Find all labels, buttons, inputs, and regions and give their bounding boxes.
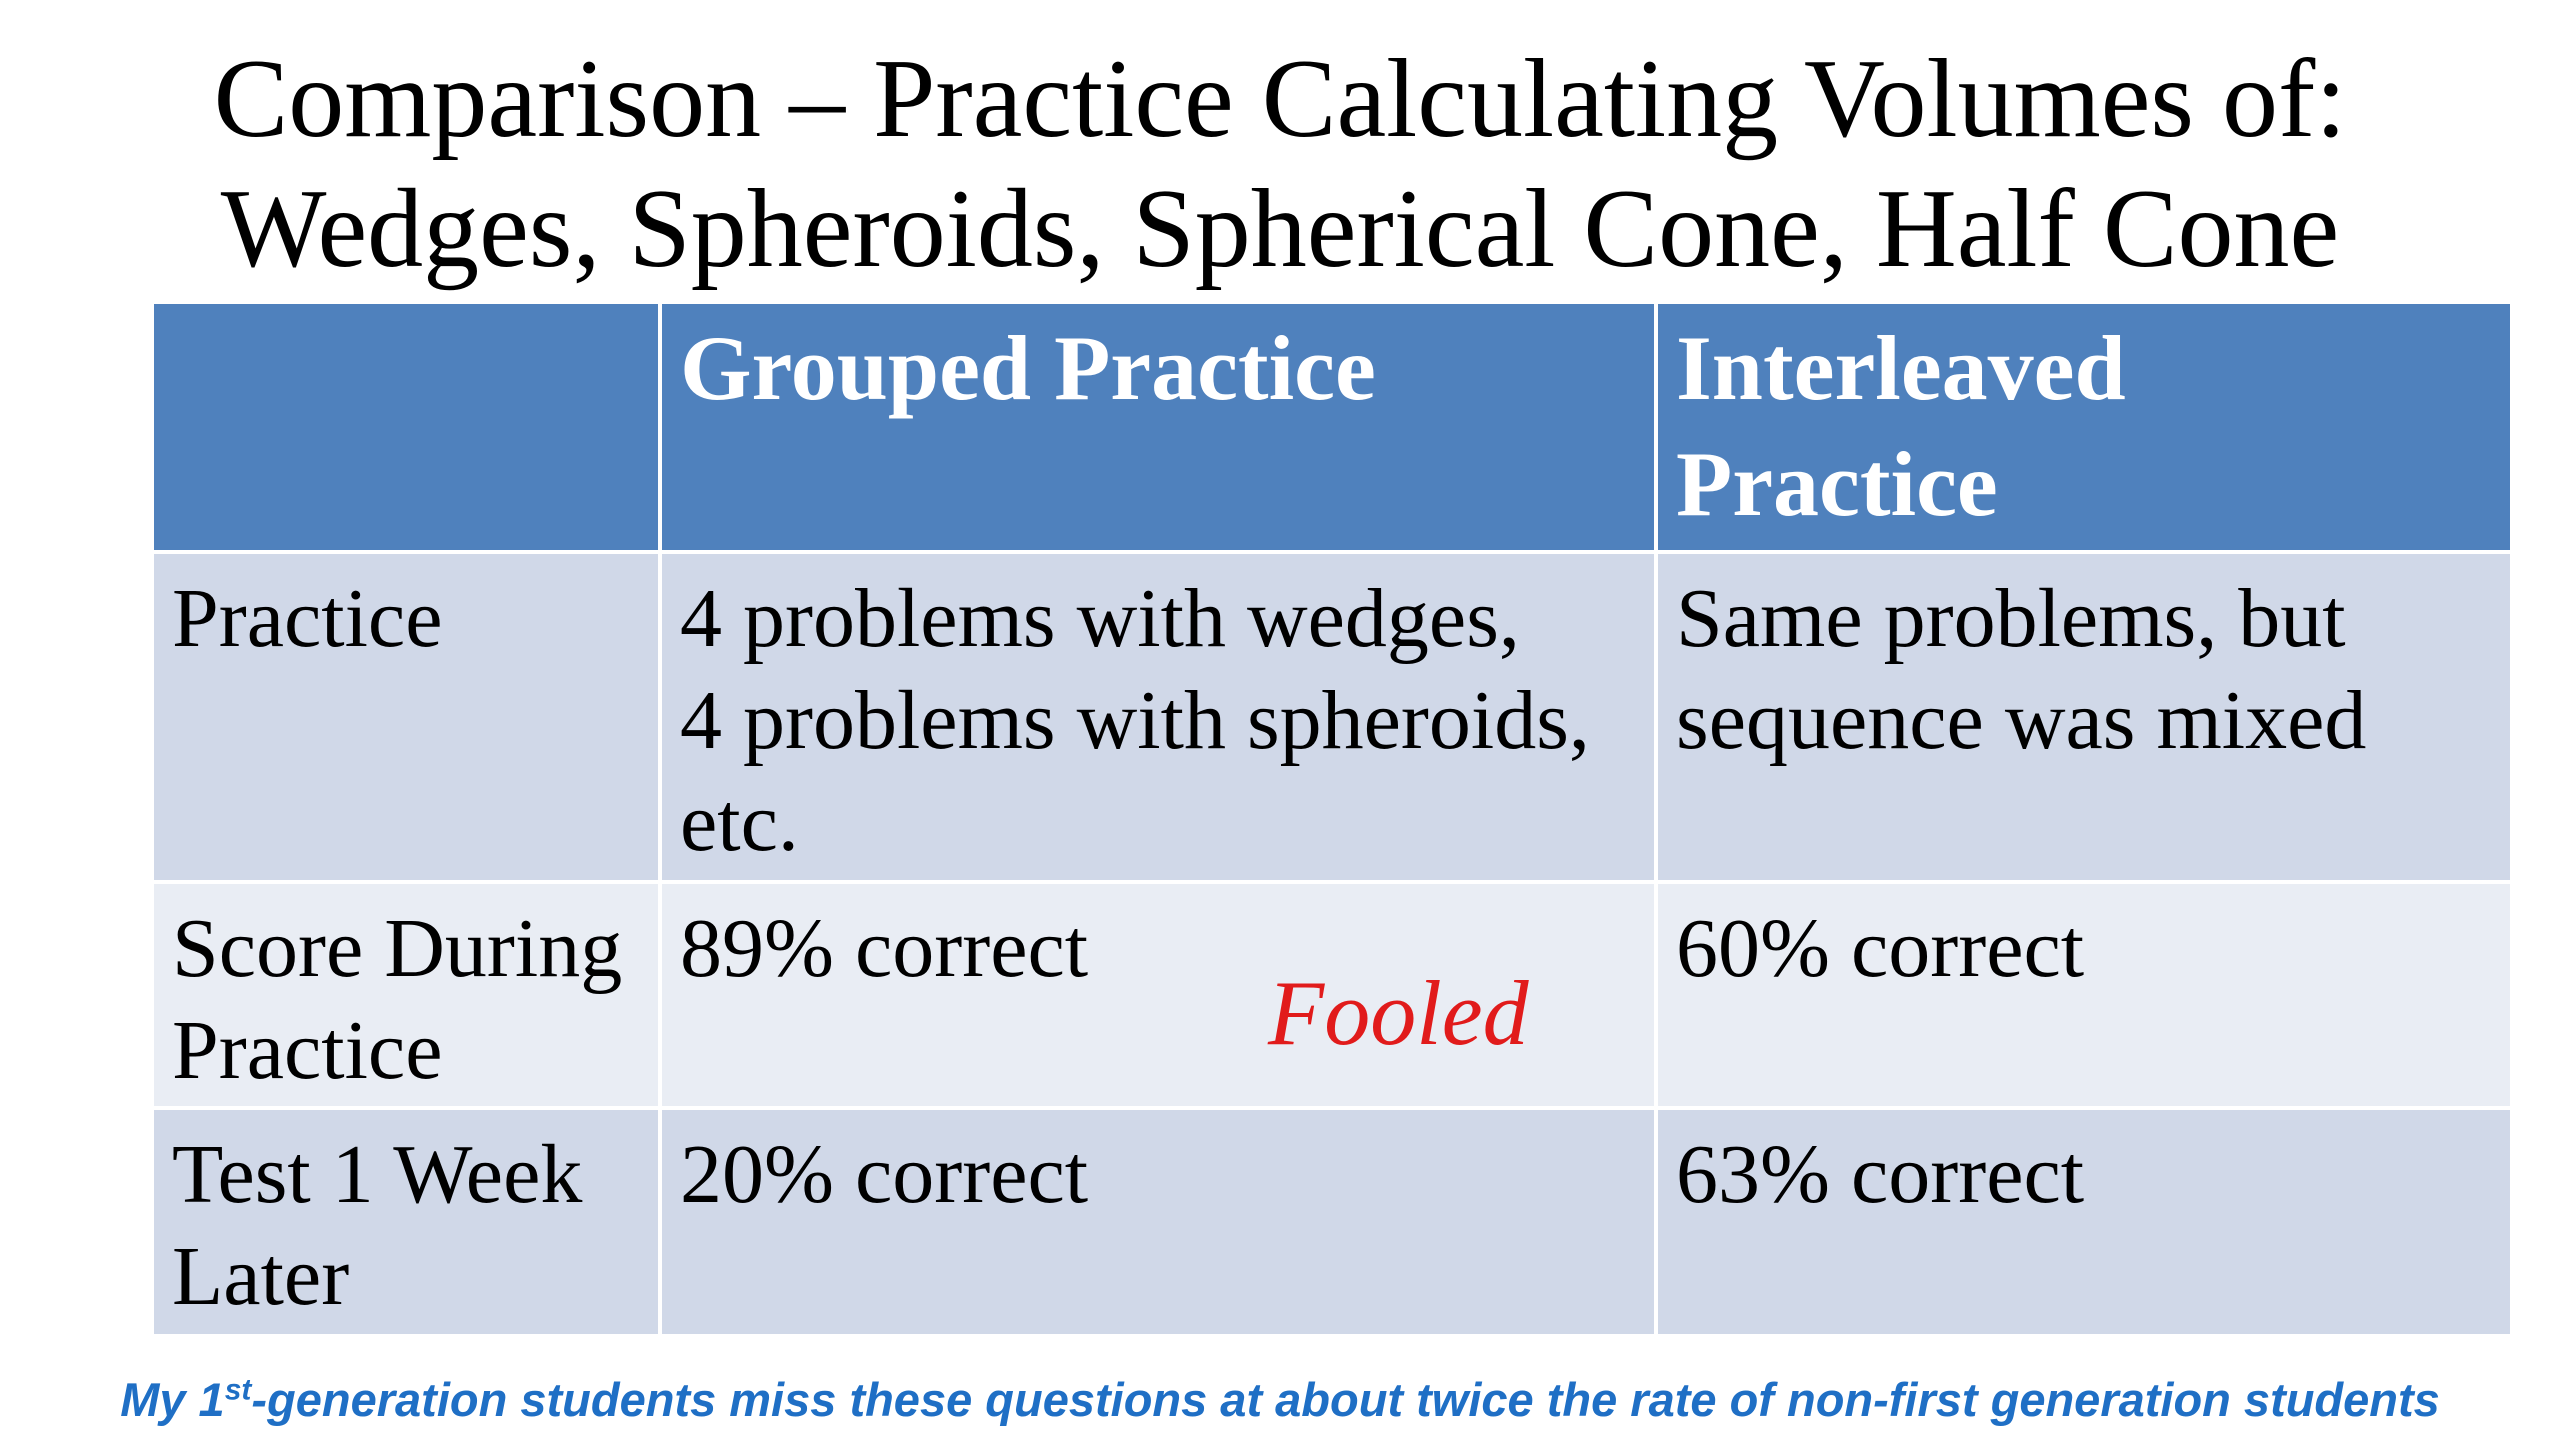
- title-line-1: Comparison – Practice Calculating Volume…: [213, 37, 2347, 161]
- row-label-test-1-week-later: Test 1 Week Later: [150, 1106, 662, 1338]
- header-empty-cell: [150, 300, 662, 554]
- cell-grouped-score: 89% correct: [658, 880, 1658, 1110]
- cell-line: 4 problems with wedges,: [680, 572, 1520, 665]
- row-label-line: Practice: [172, 572, 443, 665]
- slide-title: Comparison – Practice Calculating Volume…: [0, 34, 2560, 294]
- cell-line: 63% correct: [1676, 1128, 2085, 1221]
- comparison-table: Grouped Practice Interleaved Practice Pr…: [150, 300, 2514, 1338]
- header-grouped-practice: Grouped Practice: [658, 300, 1658, 554]
- cell-line: 89% correct: [680, 902, 1089, 995]
- footnote: My 1st-generation students miss these qu…: [0, 1370, 2560, 1430]
- footnote-prefix: My 1: [120, 1373, 225, 1426]
- cell-line: 20% correct: [680, 1128, 1089, 1221]
- row-label-score-during-practice: Score During Practice: [150, 880, 662, 1110]
- table-row-score-during-practice: Score During Practice 89% correct 60% co…: [150, 880, 2514, 1110]
- cell-grouped-practice: 4 problems with wedges, 4 problems with …: [658, 550, 1658, 884]
- cell-line: etc.: [680, 776, 799, 869]
- table-row-test-1-week-later: Test 1 Week Later 20% correct 63% correc…: [150, 1106, 2514, 1338]
- cell-interleaved-score: 60% correct: [1654, 880, 2514, 1110]
- header-interleaved-practice: Interleaved Practice: [1654, 300, 2514, 554]
- table-row-practice: Practice 4 problems with wedges, 4 probl…: [150, 550, 2514, 884]
- row-label-practice: Practice: [150, 550, 662, 884]
- row-label-line: Practice: [172, 1004, 443, 1097]
- header-grouped-line-1: Grouped Practice: [680, 317, 1376, 419]
- cell-line: sequence was mixed: [1676, 674, 2367, 767]
- header-interleaved-line-1: Interleaved: [1676, 317, 2126, 419]
- cell-interleaved-practice: Same problems, but sequence was mixed: [1654, 550, 2514, 884]
- fooled-annotation: Fooled: [1268, 962, 1529, 1064]
- title-line-2: Wedges, Spheroids, Spherical Cone, Half …: [220, 167, 2340, 291]
- cell-grouped-test: 20% correct: [658, 1106, 1658, 1338]
- row-label-line: Score During: [172, 902, 623, 995]
- row-label-line: Later: [172, 1230, 350, 1323]
- cell-interleaved-test: 63% correct: [1654, 1106, 2514, 1338]
- cell-line: 60% correct: [1676, 902, 2085, 995]
- table-header-row: Grouped Practice Interleaved Practice: [150, 300, 2514, 554]
- cell-line: 4 problems with spheroids,: [680, 674, 1590, 767]
- footnote-suffix: -generation students miss these question…: [251, 1373, 2440, 1426]
- header-interleaved-line-2: Practice: [1676, 433, 1998, 535]
- row-label-line: Test 1 Week: [172, 1128, 583, 1221]
- footnote-superscript: st: [224, 1373, 252, 1407]
- cell-line: Same problems, but: [1676, 572, 2346, 665]
